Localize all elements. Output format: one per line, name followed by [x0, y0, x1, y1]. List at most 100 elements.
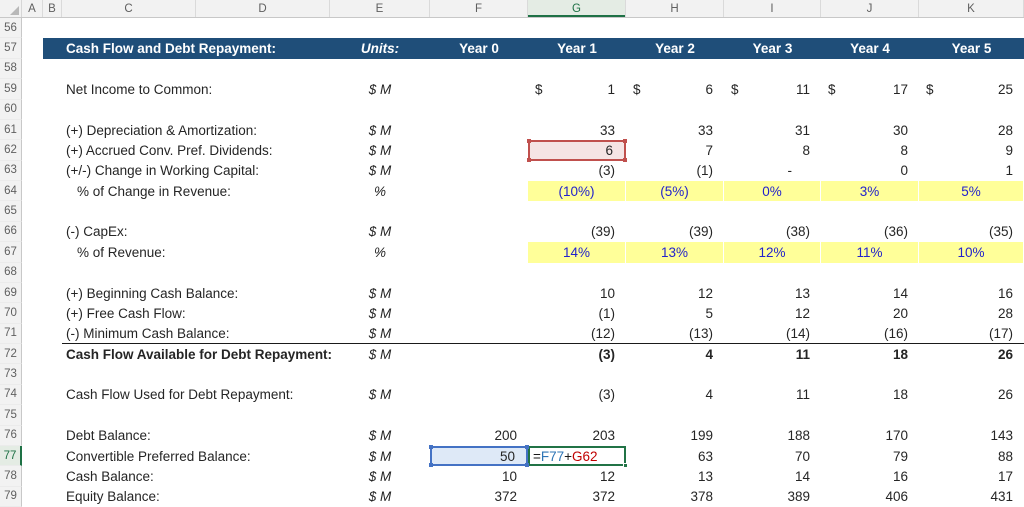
row-label-C56[interactable]	[62, 18, 330, 38]
cell-G68[interactable]	[528, 263, 626, 283]
cell-K64[interactable]: 5%	[919, 181, 1024, 202]
cell-E64-units[interactable]: %	[373, 183, 386, 199]
units-column-header[interactable]: Units:	[360, 41, 400, 57]
row-label-C76[interactable]: Debt Balance:	[66, 428, 151, 444]
cell-K68[interactable]	[919, 263, 1024, 283]
cell-J63[interactable]: 0	[900, 163, 908, 179]
column-header-H[interactable]: H	[626, 0, 724, 17]
cell-H70[interactable]: 5	[705, 305, 713, 321]
cell-A57[interactable]	[22, 38, 43, 58]
cell-F76[interactable]: 200	[494, 428, 517, 444]
cell-F73[interactable]	[430, 364, 528, 384]
cell-B59[interactable]	[43, 79, 62, 99]
cell-G71[interactable]: (12)	[528, 324, 626, 344]
cell-H67[interactable]: 13%	[626, 242, 724, 263]
cell-J73[interactable]	[821, 364, 919, 384]
row-header-62[interactable]: 62	[0, 140, 22, 161]
formula-editor-cell[interactable]: = F77 + G62	[528, 445, 628, 469]
row-label-C62[interactable]: (+) Accrued Conv. Pref. Dividends:	[66, 142, 273, 158]
cell-J78[interactable]: 16	[892, 468, 908, 484]
cell-A75[interactable]	[22, 405, 43, 425]
cell-E59-units[interactable]: $ M	[368, 81, 392, 97]
row-header-61[interactable]: 61	[0, 119, 22, 141]
cell-J76[interactable]: 170	[885, 428, 908, 444]
cell-E78-units[interactable]: $ M	[368, 468, 392, 484]
cell-K74[interactable]: 26	[997, 387, 1013, 403]
cell-F62[interactable]	[430, 140, 528, 160]
cell-I72[interactable]: 11	[795, 346, 810, 362]
cell-A60[interactable]	[22, 100, 43, 120]
cell-H77[interactable]: 63	[697, 448, 713, 464]
cell-G78[interactable]: 12	[599, 468, 615, 484]
row-header-59[interactable]: 59	[0, 79, 22, 100]
cell-F64[interactable]	[430, 181, 528, 201]
cell-J71[interactable]: (16)	[821, 324, 919, 344]
row-header-77[interactable]: 77	[0, 445, 22, 467]
cell-K56[interactable]	[919, 18, 1024, 38]
cell-A77[interactable]	[22, 446, 43, 466]
cell-E70-units[interactable]: $ M	[368, 305, 392, 321]
cell-G66[interactable]: (39)	[590, 224, 615, 240]
row-header-64[interactable]: 64	[0, 181, 22, 202]
cell-A67[interactable]	[22, 242, 43, 262]
cell-J69[interactable]: 14	[892, 285, 908, 301]
cell-F68[interactable]	[430, 263, 528, 283]
column-header-B[interactable]: B	[43, 0, 62, 17]
year-header-1[interactable]: Year 1	[557, 41, 597, 57]
cell-G70[interactable]: (1)	[598, 305, 616, 321]
row-header-56[interactable]: 56	[0, 18, 22, 39]
cell-F77[interactable]: 50	[429, 444, 529, 468]
cell-J72[interactable]: 18	[892, 346, 908, 362]
row-label-C64[interactable]: % of Change in Revenue:	[77, 183, 231, 199]
cell-G59[interactable]: $1	[528, 79, 626, 99]
cell-I79[interactable]: 389	[787, 489, 810, 505]
cell-G69[interactable]: 10	[599, 285, 615, 301]
cell-E73-units[interactable]	[330, 364, 430, 384]
cell-I69[interactable]: 13	[794, 285, 810, 301]
row-header-74[interactable]: 74	[0, 384, 22, 406]
row-label-C58[interactable]	[62, 59, 330, 79]
cell-H63[interactable]: (1)	[696, 163, 714, 179]
row-header-73[interactable]: 73	[0, 364, 22, 385]
cell-K58[interactable]	[919, 59, 1024, 79]
cell-J77[interactable]: 79	[892, 448, 908, 464]
row-header-60[interactable]: 60	[0, 99, 22, 120]
cell-E79-units[interactable]: $ M	[368, 489, 392, 505]
cell-K61[interactable]: 28	[997, 122, 1013, 138]
select-all-corner[interactable]	[0, 0, 22, 17]
cell-A56[interactable]	[22, 18, 43, 38]
cell-J59[interactable]: $17	[821, 79, 919, 99]
cell-I76[interactable]: 188	[787, 428, 810, 444]
year-header-5[interactable]: Year 5	[951, 41, 992, 57]
row-header-79[interactable]: 79	[0, 486, 22, 507]
row-label-C78[interactable]: Cash Balance:	[66, 468, 154, 484]
cell-I58[interactable]	[724, 59, 821, 79]
cell-A61[interactable]	[22, 120, 43, 140]
cell-J67[interactable]: 11%	[821, 242, 919, 263]
year-header-4[interactable]: Year 4	[850, 41, 890, 57]
cell-H79[interactable]: 378	[690, 489, 713, 505]
cell-G73[interactable]	[528, 364, 626, 384]
cell-I75[interactable]	[724, 405, 821, 425]
row-label-C72[interactable]: Cash Flow Available for Debt Repayment:	[66, 346, 333, 362]
cell-A74[interactable]	[22, 385, 43, 405]
row-header-68[interactable]: 68	[0, 262, 22, 283]
cell-J56[interactable]	[821, 18, 919, 38]
row-label-C69[interactable]: (+) Beginning Cash Balance:	[66, 285, 239, 301]
cell-K72[interactable]: 26	[997, 346, 1013, 362]
cell-I62[interactable]: 8	[802, 142, 810, 158]
cell-E69-units[interactable]: $ M	[368, 285, 392, 301]
cell-A58[interactable]	[22, 59, 43, 79]
cell-F75[interactable]	[430, 405, 528, 425]
cell-J79[interactable]: 406	[885, 489, 908, 505]
row-label-C70[interactable]: (+) Free Cash Flow:	[66, 305, 186, 321]
cell-A70[interactable]	[22, 303, 43, 323]
cell-I65[interactable]	[724, 201, 821, 221]
cell-F56[interactable]	[430, 18, 528, 38]
cell-H64[interactable]: (5%)	[626, 181, 724, 202]
year-header-2[interactable]: Year 2	[655, 41, 695, 57]
cell-B72[interactable]	[43, 344, 62, 364]
cell-E60-units[interactable]	[330, 100, 430, 120]
cell-F78[interactable]: 10	[501, 468, 517, 484]
cell-B70[interactable]	[43, 303, 62, 323]
